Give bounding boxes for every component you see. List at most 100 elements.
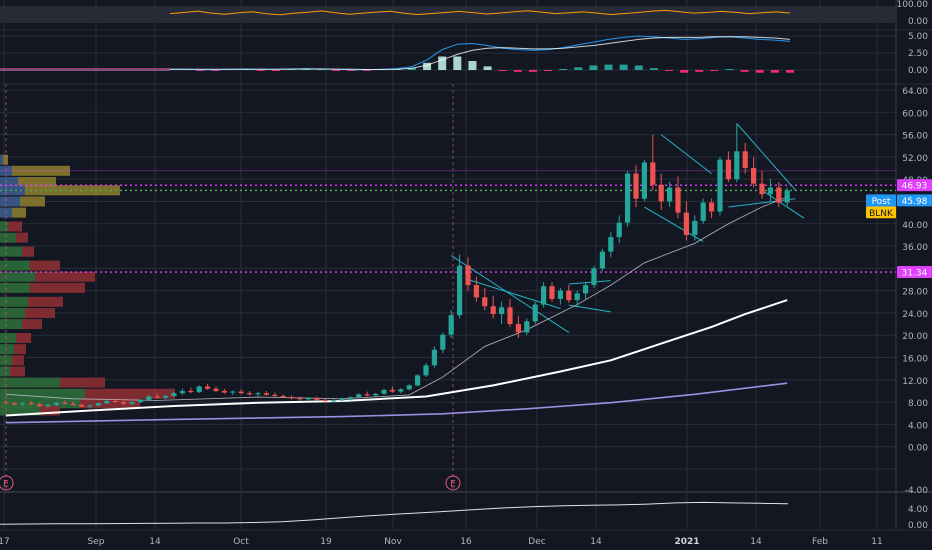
pattern-line <box>761 189 805 219</box>
price-tag-bg <box>897 194 932 207</box>
price-tags: 46.93 45.98 BLNK 31.34 Post <box>866 179 932 279</box>
bottom-tick-label: 0.00 <box>908 521 928 531</box>
candle-body <box>205 386 211 389</box>
price-tick-label: 8.00 <box>908 399 928 409</box>
profile-bar-down <box>28 296 63 307</box>
price-tag-label: BLNK <box>869 209 894 219</box>
bottom-tick-label: 4.00 <box>908 505 928 515</box>
price-tick-label: 56.00 <box>902 132 928 142</box>
macd-histogram-bar <box>665 70 674 71</box>
candle-body <box>700 202 706 221</box>
candle-body <box>121 402 127 404</box>
profile-bar-up <box>0 221 8 232</box>
macd-histogram-bar <box>528 70 537 72</box>
grid-lines <box>0 0 932 531</box>
candle-body <box>465 265 471 286</box>
candle-body <box>650 162 656 185</box>
candle-body <box>532 304 538 322</box>
time-axis: 17 Sep 14 Oct 19 Nov 16 Dec 14 2021 14 Feb 11 <box>0 537 883 547</box>
profile-bar-down <box>16 232 28 243</box>
candle-body <box>305 398 311 400</box>
candle-body <box>70 403 76 405</box>
candle-body <box>272 394 278 396</box>
price-tick-label: -4.00 <box>905 486 929 496</box>
candle-body <box>196 386 202 393</box>
candle-body <box>137 399 143 403</box>
time-tick-label: 17 <box>0 537 10 547</box>
candle-body <box>591 268 597 286</box>
profile-bar-down <box>10 366 25 377</box>
post-tag-label: Post <box>872 197 891 207</box>
candle-body <box>599 251 605 269</box>
price-tick-label: 4.00 <box>908 421 928 431</box>
candle-body <box>163 395 169 398</box>
pattern-line <box>450 255 570 333</box>
pattern-line <box>568 280 611 285</box>
price-tag-label: 31.34 <box>902 269 928 279</box>
candle-body <box>398 389 404 392</box>
macd-histogram-bar <box>256 70 265 71</box>
price-tick-label: 64.00 <box>902 87 928 97</box>
profile-bar-up <box>0 405 40 416</box>
profile-bar-up <box>0 319 22 330</box>
price-tick-label: 12.00 <box>902 377 928 387</box>
profile-bar-down <box>12 207 26 218</box>
candle-body <box>289 397 295 399</box>
profile-bar-up <box>0 185 25 196</box>
candle-body <box>37 404 43 407</box>
post-tag-bg <box>866 194 896 207</box>
candle-body <box>515 324 521 333</box>
candle-body <box>314 398 320 400</box>
macd-histogram-bar <box>695 70 704 72</box>
profile-bar-up <box>0 154 3 165</box>
candle-body <box>625 173 631 223</box>
candle-body <box>347 397 353 399</box>
candle-body <box>154 396 160 398</box>
time-tick-label: 11 <box>871 537 882 547</box>
profile-bar-down <box>35 271 95 282</box>
time-tick-label: 2021 <box>674 537 699 547</box>
candle-body <box>280 395 286 398</box>
candle-body <box>549 286 555 300</box>
price-tag-label: 45.98 <box>902 197 928 207</box>
macd-tick-label: 2.50 <box>908 49 928 59</box>
macd-histogram-bar <box>407 67 416 70</box>
candle-body <box>53 402 59 405</box>
pattern-line <box>728 198 796 208</box>
macd-histogram-bar <box>332 70 341 71</box>
candle-body <box>373 393 379 396</box>
candles[interactable] <box>3 123 790 409</box>
profile-bar-down <box>20 196 45 207</box>
time-tick-label: Oct <box>233 537 249 547</box>
candle-body <box>784 190 790 203</box>
profile-bar-up <box>0 377 60 388</box>
macd-histogram-bar <box>725 69 734 70</box>
candle-body <box>322 399 328 402</box>
profile-bar-down <box>18 176 56 187</box>
time-tick-label: 19 <box>320 537 332 547</box>
candle-body <box>45 404 51 407</box>
price-tick-label: 20.00 <box>902 332 928 342</box>
profile-bar-down <box>25 185 120 196</box>
macd-histogram-bar <box>740 70 749 72</box>
horizontal-levels <box>0 84 896 492</box>
candle-body <box>331 400 337 402</box>
candle-body <box>415 375 421 386</box>
candle-body <box>28 403 34 405</box>
macd-histogram-bar <box>770 70 779 73</box>
candle-body <box>675 187 681 213</box>
candle-body <box>171 393 177 396</box>
profile-bar-up <box>0 366 10 377</box>
candle-body <box>364 394 370 396</box>
profile-bar-up <box>0 333 16 344</box>
moving-averages <box>5 196 788 424</box>
profile-bar-down <box>3 154 8 165</box>
candle-body <box>221 390 227 393</box>
profile-bar-down <box>60 377 105 388</box>
pattern-line <box>644 206 704 243</box>
macd-histogram-bar <box>423 62 432 70</box>
candle-body <box>62 402 68 404</box>
candle-body <box>431 349 437 366</box>
